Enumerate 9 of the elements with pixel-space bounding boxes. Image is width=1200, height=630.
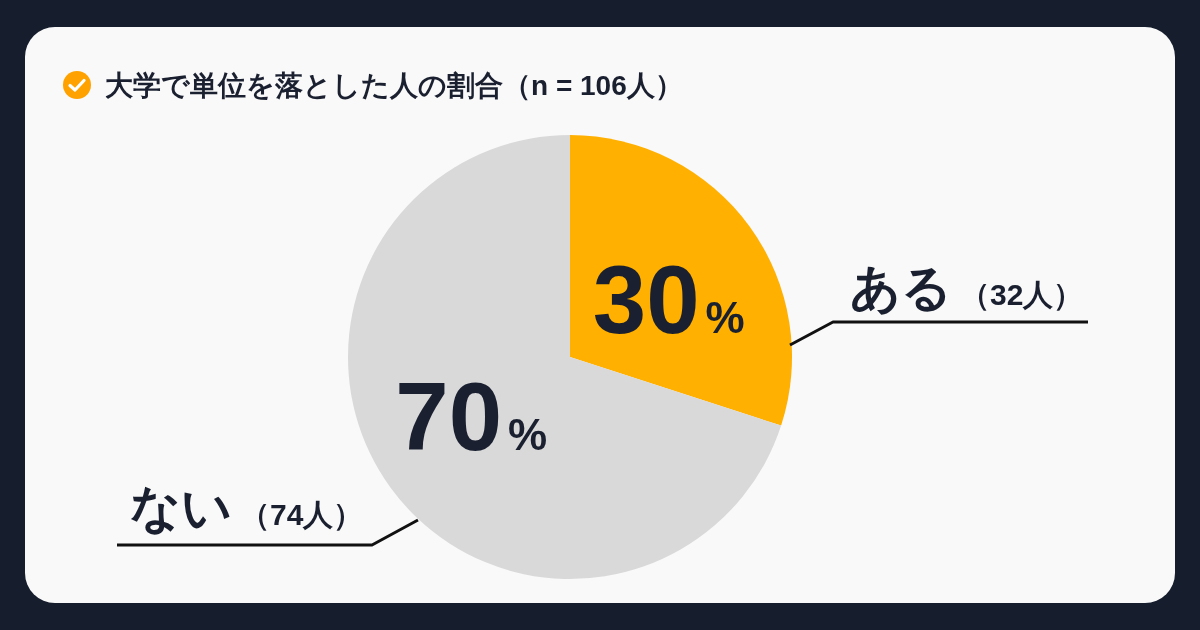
text: （74人）	[240, 498, 364, 531]
pie-slice	[570, 135, 792, 426]
slice-label: ない	[130, 480, 232, 536]
chart-title: 大学で単位を落とした人の割合（n = 106人）	[105, 70, 683, 101]
pie-slice	[348, 135, 782, 579]
data-label: 30%	[592, 245, 745, 353]
data-label: 70%	[395, 363, 548, 471]
text: （32人）	[960, 278, 1084, 311]
slice-label: ある	[850, 260, 952, 316]
